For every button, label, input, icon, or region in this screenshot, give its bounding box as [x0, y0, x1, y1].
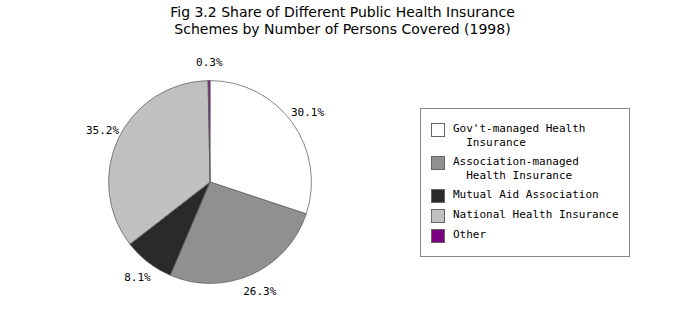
- html-text:Association-managed Health Ins: Association-managed Health Insurance: [453, 154, 579, 182]
- html-text:Mutual Aid Association: Mutual Aid Association: [453, 187, 599, 201]
- html-text:Gov't-managed Health Insurance: Gov't-managed Health Insurance: [453, 121, 586, 149]
- svg-text:0.3%: 0.3%: [196, 56, 223, 69]
- html-text:Other: Other: [453, 227, 487, 241]
- svg-text:26.3%: 26.3%: [243, 285, 276, 298]
- svg-text:30.1%: 30.1%: [291, 106, 324, 119]
- svg-text:35.2%: 35.2%: [86, 124, 119, 137]
- svg-text:8.1%: 8.1%: [124, 271, 151, 284]
- html-text:Fig 3.2 Share of Different Pub: Fig 3.2 Share of Different Public Health…: [170, 4, 515, 37]
- html-text:National Health Insurance: National Health Insurance: [453, 207, 619, 221]
